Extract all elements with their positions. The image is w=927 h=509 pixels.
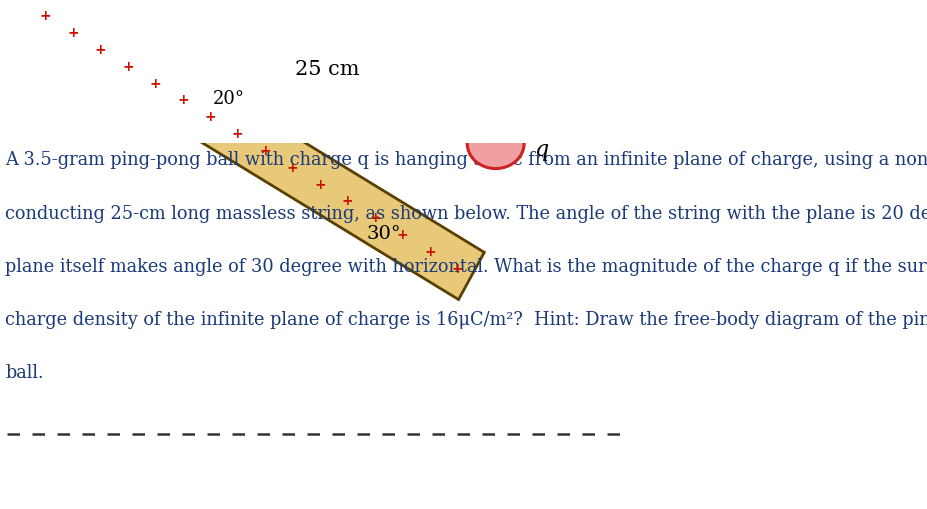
Text: +: + [149, 76, 161, 91]
Text: +: + [122, 60, 133, 74]
Text: +: + [40, 9, 51, 23]
Text: +: + [177, 93, 189, 107]
Text: q: q [534, 139, 549, 161]
Ellipse shape [467, 119, 524, 169]
Text: +: + [260, 144, 271, 158]
Text: 30°: 30° [366, 224, 400, 242]
Text: +: + [314, 177, 326, 191]
Text: +: + [287, 160, 298, 175]
Text: +: + [425, 244, 436, 258]
Text: charge density of the infinite plane of charge is 16μC/m²?  Hint: Draw the free-: charge density of the infinite plane of … [6, 310, 927, 328]
Text: 20°: 20° [213, 90, 245, 108]
Text: +: + [370, 211, 381, 224]
Text: +: + [205, 110, 216, 124]
Text: +: + [67, 26, 79, 40]
Text: ball.: ball. [6, 363, 44, 381]
Text: A 3.5-gram ping-pong ball with charge q is hanging static from an infinite plane: A 3.5-gram ping-pong ball with charge q … [6, 151, 927, 169]
Text: +: + [397, 228, 409, 241]
Text: conducting 25-cm long massless string, as shown below. The angle of the string w: conducting 25-cm long massless string, a… [6, 204, 927, 222]
Text: 25 cm: 25 cm [295, 60, 360, 79]
Polygon shape [19, 0, 484, 300]
Text: +: + [95, 43, 107, 57]
Text: +: + [342, 194, 353, 208]
Text: +: + [451, 261, 464, 275]
Text: plane itself makes angle of 30 degree with horizontal. What is the magnitude of : plane itself makes angle of 30 degree wi… [6, 257, 927, 275]
Text: +: + [232, 127, 244, 141]
